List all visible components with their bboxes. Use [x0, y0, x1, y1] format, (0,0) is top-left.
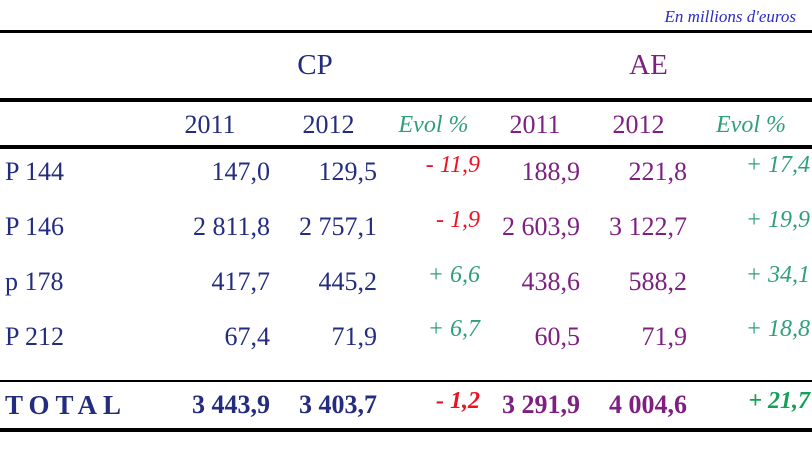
total-cell-cp-2011: 3 443,9: [192, 390, 270, 419]
column-header-spacer: [0, 102, 145, 145]
evol-header-ae: Evol %: [716, 111, 786, 138]
evol-cell-cp: - 11,9: [425, 151, 480, 178]
value-cell-cp-2012: 445,2: [318, 267, 378, 296]
value-cell-ae-2011: 188,9: [521, 157, 581, 186]
total-label: TOTAL: [5, 389, 128, 420]
unit-note-row: En millions d'euros: [0, 0, 812, 33]
evol-cell-cp: + 6,6: [427, 261, 480, 288]
evol-cell-cp: + 6,7: [427, 316, 480, 342]
total-evol-cell-ae: + 21,7: [748, 387, 810, 414]
group-header-cp: CP: [297, 49, 333, 81]
evol-cell-ae: + 19,9: [745, 206, 810, 233]
value-cell-cp-2011: 147,0: [211, 157, 271, 186]
value-cell-cp-2011: 67,4: [224, 321, 271, 351]
group-header-ae: AE: [629, 49, 668, 81]
value-cell-ae-2011: 2 603,9: [502, 212, 580, 241]
value-cell-cp-2011: 417,7: [211, 267, 271, 296]
row-label: p 178: [5, 267, 64, 296]
total-cell-cp-2012: 3 403,7: [299, 390, 377, 419]
row-label: P 144: [5, 157, 64, 186]
table-row-p144: P 144 147,0 129,5 - 11,9 188,9 221,8 + 1…: [0, 149, 812, 204]
value-cell-ae-2012: 71,9: [641, 321, 688, 351]
table-row-p146: P 146 2 811,8 2 757,1 - 1,9 2 603,9 3 12…: [0, 204, 812, 259]
value-cell-cp-2012: 129,5: [318, 157, 378, 186]
value-cell-cp-2012: 71,9: [331, 321, 378, 351]
evol-cell-cp: - 1,9: [436, 206, 480, 233]
table-row-p178: p 178 417,7 445,2 + 6,6 438,6 588,2 + 34…: [0, 259, 812, 314]
evol-cell-ae: + 17,4: [745, 151, 810, 178]
row-label: P 146: [5, 212, 64, 241]
table-row-p212: P 212 67,4 71,9 + 6,7 60,5 71,9 + 18,8: [0, 314, 812, 380]
row-label: P 212: [5, 321, 64, 351]
evol-cell-ae: + 18,8: [745, 316, 810, 342]
year-header-ae-2011: 2011: [509, 110, 561, 139]
value-cell-ae-2011: 438,6: [521, 267, 581, 296]
value-cell-ae-2012: 588,2: [628, 267, 688, 296]
value-cell-cp-2011: 2 811,8: [192, 212, 270, 241]
year-header-cp-2011: 2011: [184, 110, 236, 139]
total-cell-ae-2011: 3 291,9: [502, 390, 580, 419]
unit-label: En millions d'euros: [664, 7, 796, 26]
total-cell-ae-2012: 4 004,6: [609, 390, 687, 419]
group-header-spacer: [0, 33, 145, 98]
value-cell-ae-2012: 221,8: [628, 157, 688, 186]
column-header-row: 2011 2012 Evol % 2011 2012 Evol %: [0, 102, 812, 149]
value-cell-cp-2012: 2 757,1: [299, 212, 377, 241]
value-cell-ae-2011: 60,5: [534, 321, 581, 351]
value-cell-ae-2012: 3 122,7: [609, 212, 687, 241]
evol-header-cp: Evol %: [398, 111, 469, 138]
year-header-ae-2012: 2012: [612, 110, 665, 139]
year-header-cp-2012: 2012: [302, 110, 355, 139]
table-row-total: TOTAL 3 443,9 3 403,7 - 1,2 3 291,9 4 00…: [0, 380, 812, 432]
total-evol-cell-cp: - 1,2: [436, 387, 480, 414]
group-header-row: CP AE: [0, 33, 812, 102]
evol-cell-ae: + 34,1: [745, 261, 810, 288]
